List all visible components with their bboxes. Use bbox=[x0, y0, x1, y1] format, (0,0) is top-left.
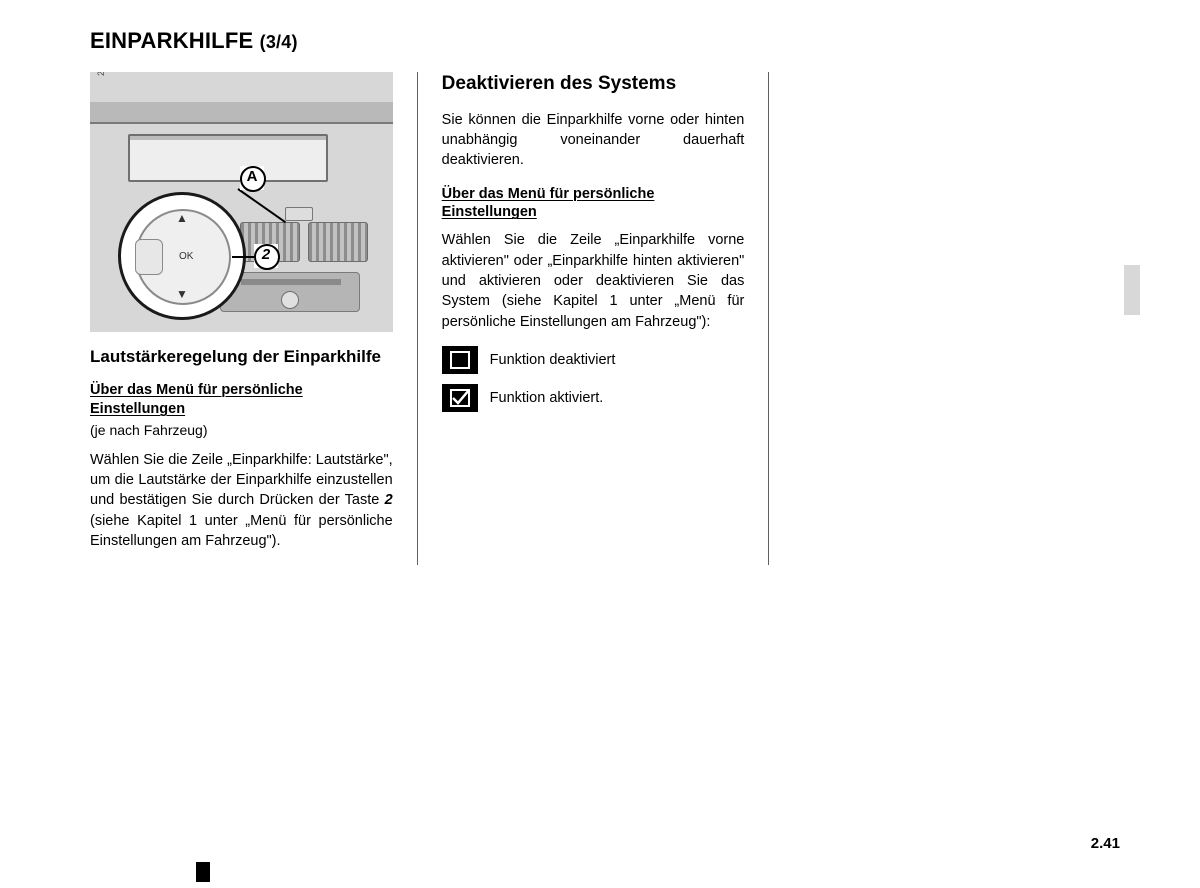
page-number: 2.41 bbox=[1091, 835, 1120, 852]
control-pad-detail: ▲ ▼ OK bbox=[118, 192, 246, 320]
volume-knob bbox=[281, 291, 299, 309]
left-heading: Lautstärkeregelung der Einparkhilfe bbox=[90, 346, 393, 367]
deactivated-row: Funktion deaktiviert bbox=[442, 346, 745, 374]
right-intro: Sie können die Einparkhilfe vorne oder h… bbox=[442, 110, 745, 171]
right-subheading: Über das Menü für persönliche Einstellun… bbox=[442, 185, 745, 223]
callout-a-label: A bbox=[240, 166, 264, 190]
right-heading: Deaktivieren des Systems bbox=[442, 72, 745, 96]
left-paragraph-pre: Wählen Sie die Zeile „Einparkhilfe: Laut… bbox=[90, 452, 393, 509]
callout-a-leader bbox=[237, 188, 286, 223]
activated-row: Funktion aktiviert. bbox=[442, 384, 745, 412]
up-arrow-icon: ▲ bbox=[176, 211, 188, 225]
checkbox-checked-icon bbox=[442, 384, 478, 412]
ok-label: OK bbox=[179, 251, 193, 262]
left-subnote: (je nach Fahrzeug) bbox=[90, 421, 393, 440]
checkbox-empty-icon bbox=[442, 346, 478, 374]
section-index-tab bbox=[1124, 265, 1140, 315]
button-reference: 2 bbox=[385, 492, 393, 508]
left-subheading: Über das Menü für persönliche Einstellun… bbox=[90, 381, 393, 419]
print-mark bbox=[196, 862, 210, 882]
page-title-text: EINPARKHILFE bbox=[90, 28, 253, 53]
hazard-button bbox=[285, 207, 313, 221]
callout-2-leader bbox=[232, 256, 254, 258]
activated-label: Funktion aktiviert. bbox=[490, 390, 604, 406]
down-arrow-icon: ▼ bbox=[176, 287, 188, 301]
middle-column: Deaktivieren des Systems Sie können die … bbox=[417, 72, 769, 565]
right-paragraph: Wählen Sie die Zeile „Einparkhilfe vorne… bbox=[442, 230, 745, 331]
callout-2-label: 2 bbox=[254, 244, 278, 268]
dashboard-top-edge bbox=[90, 102, 393, 124]
dashboard-figure: 29535 A ▲ ▼ OK 2 bbox=[90, 72, 393, 332]
left-paragraph: Wählen Sie die Zeile „Einparkhilfe: Laut… bbox=[90, 450, 393, 551]
display-screen bbox=[128, 134, 328, 182]
cd-slot bbox=[241, 279, 341, 285]
deactivated-label: Funktion deaktiviert bbox=[490, 352, 616, 368]
page-title: EINPARKHILFE (3/4) bbox=[90, 28, 1120, 54]
left-paragraph-post: (siehe Kapitel 1 unter „Menü für persönl… bbox=[90, 513, 393, 549]
left-column: 29535 A ▲ ▼ OK 2 Lautstärkeregelung der … bbox=[90, 72, 417, 565]
right-column-empty bbox=[768, 72, 1120, 565]
page-title-counter: (3/4) bbox=[260, 32, 298, 52]
control-side-button bbox=[135, 239, 163, 275]
image-reference-number: 29535 bbox=[96, 72, 106, 76]
air-vent-right bbox=[308, 222, 368, 262]
content-columns: 29535 A ▲ ▼ OK 2 Lautstärkeregelung der … bbox=[90, 72, 1120, 565]
